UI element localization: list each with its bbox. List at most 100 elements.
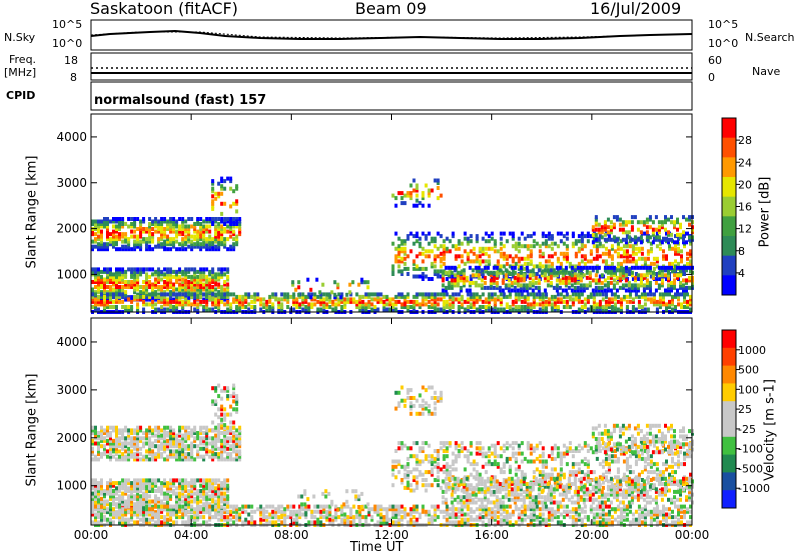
heatmap-cell [542,264,545,268]
heatmap-cell [629,292,632,296]
heatmap-cell [124,436,127,440]
heatmap-cell [208,235,211,239]
heatmap-cell [232,457,235,461]
heatmap-cell [142,442,145,446]
heatmap-cell [184,235,187,239]
heatmap-cell [319,505,322,509]
heatmap-cell [496,271,499,275]
heatmap-cell [554,295,557,299]
heatmap-cell [664,273,667,277]
heatmap-cell [286,515,289,519]
heatmap-cell [595,273,598,277]
heatmap-cell [301,513,304,517]
heatmap-cell [593,292,596,296]
heatmap-cell [199,426,202,430]
heatmap-cell [217,272,220,276]
heatmap-cell [289,505,292,509]
heatmap-cell [190,240,193,244]
heatmap-cell [226,292,229,296]
heatmap-cell [662,254,665,258]
heatmap-cell [232,292,235,296]
heatmap-cell [440,297,443,301]
heatmap-cell [184,220,187,224]
heatmap-cell [172,505,175,509]
heatmap-cell [367,280,370,284]
heatmap-cell [529,273,532,277]
heatmap-cell [638,295,641,299]
heatmap-cell [398,518,401,522]
heatmap-cell [380,513,383,517]
heatmap-cell [524,305,527,309]
heatmap-cell [181,217,184,221]
heatmap-cell [532,273,535,277]
heatmap-cell [521,257,524,261]
heatmap-cell [208,442,211,446]
heatmap-cell [377,505,380,509]
heatmap-cell [514,276,517,280]
heatmap-cell [641,252,644,256]
heatmap-cell [488,259,491,263]
heatmap-cell [205,478,208,482]
heatmap-cell [118,292,121,296]
heatmap-cell [407,254,410,258]
heatmap-cell [511,289,514,293]
heatmap-cell [478,273,481,277]
heatmap-cell [598,286,601,290]
heatmap-cell [160,217,163,221]
heatmap-cell [563,295,566,299]
heatmap-cell [665,292,668,296]
heatmap-cell [496,281,499,285]
heatmap-cell [100,275,103,279]
heatmap-cell [106,439,109,443]
heatmap-cell [623,249,626,253]
heatmap-cell [139,290,142,294]
heatmap-cell [199,222,202,226]
heatmap-cell [476,308,479,312]
heatmap-cell [637,228,640,232]
heatmap-cell [289,510,292,514]
heatmap-cell [229,204,232,208]
heatmap-cell [443,239,446,243]
heatmap-cell [187,267,190,271]
heatmap-cell [145,237,148,241]
heatmap-cell [322,297,325,301]
heatmap-cell [673,268,676,272]
heatmap-cell [583,283,586,287]
heatmap-cell [503,308,506,312]
heatmap-cell [578,292,581,296]
heatmap-cell [587,259,590,263]
heatmap-cell [581,300,584,304]
heatmap-cell [446,247,449,251]
heatmap-cell [124,232,127,236]
heatmap-cell [202,300,205,304]
heatmap-cell [217,182,220,186]
heatmap-cell [566,292,569,296]
heatmap-cell [386,507,389,511]
heatmap-cell [500,292,503,296]
heatmap-cell [464,232,467,236]
heatmap-cell [611,262,614,266]
heatmap-cell [500,252,503,256]
heatmap-cell [469,289,472,293]
heatmap-cell [193,492,196,496]
heatmap-cell [346,515,349,519]
heatmap-cell [97,431,100,435]
heatmap-cell [506,510,509,514]
heatmap-cell [351,280,354,284]
heatmap-cell [223,237,226,241]
heatmap-cell [115,292,118,296]
heatmap-cell [515,242,518,246]
heatmap-cell [297,293,300,297]
heatmap-cell [466,276,469,280]
heatmap-cell [539,302,542,306]
heatmap-cell [550,268,553,272]
heatmap-cell [463,268,466,272]
heatmap-cell [316,505,319,509]
heatmap-cell [368,292,371,296]
heatmap-cell [127,217,130,221]
heatmap-cell [497,295,500,299]
heatmap-cell [229,187,232,191]
heatmap-cell [584,244,587,248]
heatmap-cell [499,286,502,290]
heatmap-cell [658,266,661,270]
